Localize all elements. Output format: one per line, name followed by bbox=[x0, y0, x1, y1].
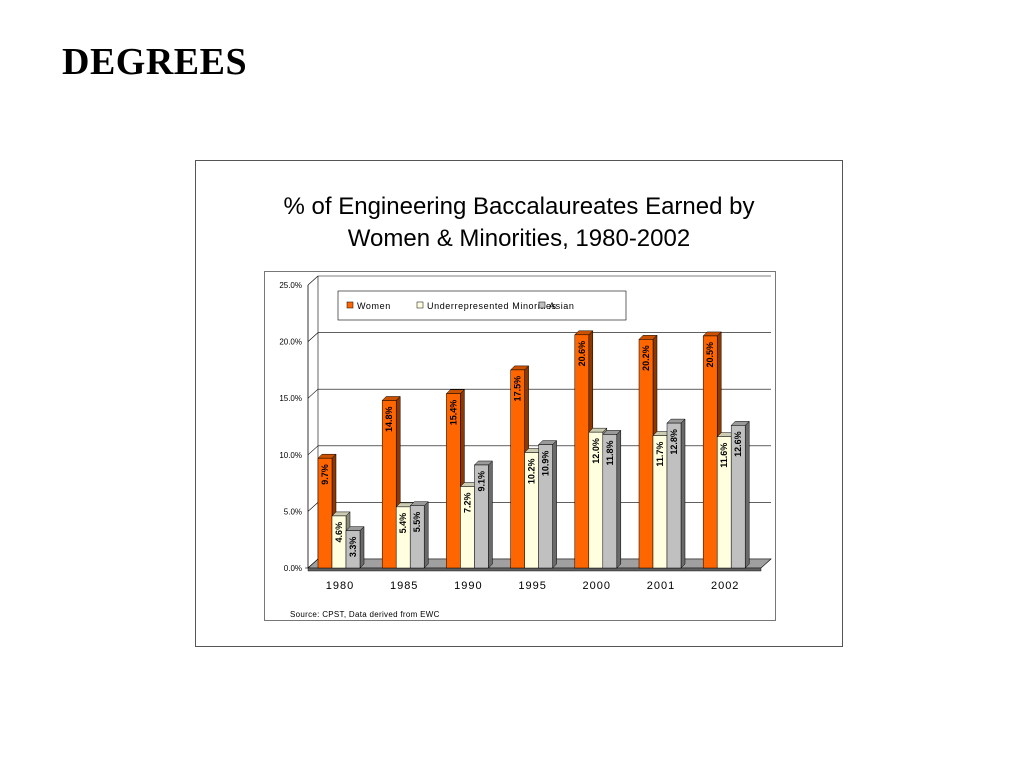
bar-value-label: 10.2% bbox=[527, 459, 537, 485]
bar-value-label: 5.4% bbox=[398, 513, 408, 534]
x-tick-label: 1995 bbox=[518, 580, 546, 592]
bar-value-label: 9.7% bbox=[320, 464, 330, 485]
gridline-diagonal bbox=[307, 502, 319, 512]
y-tick-label: 15.0% bbox=[279, 394, 302, 403]
bar-value-label: 11.6% bbox=[719, 443, 729, 468]
gridline-diagonal bbox=[307, 445, 319, 456]
y-tick-label: 20.0% bbox=[279, 338, 302, 347]
gridline-diagonal bbox=[307, 388, 319, 399]
y-tick-label: 5.0% bbox=[284, 507, 302, 516]
bar-side bbox=[680, 418, 686, 569]
x-tick-label: 2001 bbox=[647, 580, 675, 592]
gridline-diagonal bbox=[307, 332, 319, 342]
bar-value-label: 20.6% bbox=[577, 341, 587, 367]
x-tick-label: 2002 bbox=[711, 580, 739, 592]
bar bbox=[666, 422, 682, 569]
plot-area-border bbox=[264, 271, 776, 621]
bar-side bbox=[616, 429, 622, 569]
bar-value-label: 12.0% bbox=[591, 438, 601, 464]
bar-value-label: 11.7% bbox=[655, 442, 665, 467]
bar-value-label: 11.8% bbox=[605, 440, 615, 465]
y-tick-label: 25.0% bbox=[279, 281, 302, 290]
bar bbox=[602, 434, 618, 569]
bar-value-label: 20.2% bbox=[641, 345, 651, 371]
chart-title-line-1: % of Engineering Baccalaureates Earned b… bbox=[283, 193, 755, 220]
bar-side bbox=[488, 460, 493, 569]
bar-value-label: 12.6% bbox=[733, 431, 743, 457]
y-tick-label: 10.0% bbox=[279, 451, 302, 460]
bar-side bbox=[744, 420, 750, 569]
legend-swatch bbox=[538, 301, 546, 309]
bar-value-label: 4.6% bbox=[334, 522, 344, 543]
bar bbox=[574, 334, 590, 569]
bar-value-label: 14.8% bbox=[384, 406, 394, 432]
bar-value-label: 15.4% bbox=[448, 400, 458, 426]
bar bbox=[702, 335, 718, 569]
bar bbox=[345, 530, 361, 569]
source-note: Source: CPST, Data derived from EWC bbox=[290, 610, 440, 619]
chart-frame: % of Engineering Baccalaureates Earned b… bbox=[195, 160, 843, 647]
bar-chart: 0.0% 5.0% 10.0% 15.0% 20.0% 25.0% 9.7% 4.6% 3.3%… bbox=[279, 275, 772, 619]
bar bbox=[446, 393, 461, 569]
bar bbox=[474, 464, 489, 569]
bar bbox=[381, 400, 397, 569]
gridline-diagonal bbox=[307, 275, 319, 286]
bar-value-label: 10.9% bbox=[541, 451, 551, 477]
x-tick-label: 1990 bbox=[454, 580, 482, 592]
x-tick-label: 1980 bbox=[326, 580, 354, 592]
bar-value-label: 17.5% bbox=[513, 376, 523, 402]
bar bbox=[409, 505, 425, 569]
slide-title: DEGREES bbox=[62, 41, 248, 83]
bar-value-label: 12.8% bbox=[669, 429, 679, 455]
legend-swatch bbox=[416, 301, 424, 309]
chart-title-line-2: Women & Minorities, 1980-2002 bbox=[347, 225, 691, 252]
bar-value-label: 9.1% bbox=[476, 471, 486, 492]
chart-floor-edge bbox=[307, 567, 762, 572]
bar bbox=[317, 457, 333, 569]
bar bbox=[730, 425, 746, 569]
y-tick-label: 0.0% bbox=[284, 564, 302, 573]
legend-label: Underrepresented Minorities bbox=[427, 301, 557, 311]
bar-value-label: 7.2% bbox=[462, 492, 472, 513]
legend-box bbox=[337, 290, 627, 321]
bar bbox=[538, 444, 553, 569]
bar-side bbox=[552, 440, 557, 569]
bar-side bbox=[423, 501, 429, 569]
legend-swatch bbox=[346, 301, 354, 309]
chart-title: % of Engineering Baccalaureates Earned b… bbox=[196, 191, 842, 255]
bar bbox=[638, 339, 654, 569]
x-tick-label: 2000 bbox=[583, 580, 611, 592]
bar-value-label: 3.3% bbox=[348, 537, 358, 558]
x-tick-label: 1985 bbox=[390, 580, 418, 592]
bar-value-label: 5.5% bbox=[412, 512, 422, 533]
legend-label: Women bbox=[357, 301, 391, 311]
bar-value-label: 20.5% bbox=[705, 342, 715, 368]
bar-side bbox=[359, 526, 365, 569]
legend-label: Asian bbox=[549, 301, 575, 311]
